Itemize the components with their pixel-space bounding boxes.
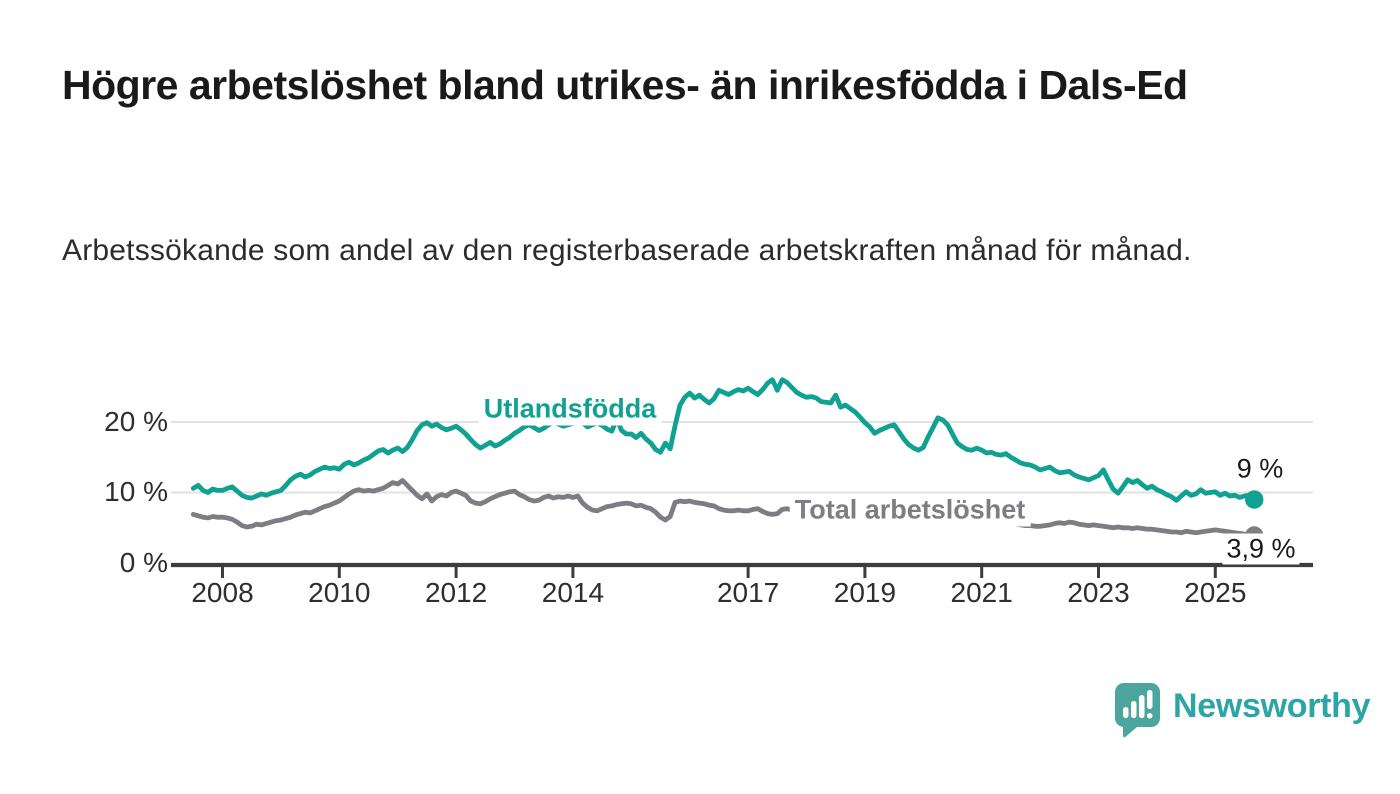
series-line-total bbox=[190, 478, 1257, 538]
newsworthy-logo: Newsworthy bbox=[1113, 682, 1371, 738]
series-label-utlandsfodda: Utlandsfödda bbox=[478, 392, 662, 426]
y-axis-tick-label-20: 20 % bbox=[104, 406, 168, 437]
x-axis-tick-label-2025: 2025 bbox=[1184, 577, 1247, 608]
bar-chart-speech-bubble-icon bbox=[1114, 683, 1160, 738]
x-axis-tick-label-2023: 2023 bbox=[1067, 577, 1130, 608]
x-axis-tick-label-2019: 2019 bbox=[833, 577, 897, 608]
y-axis-tick-label-10: 10 % bbox=[104, 476, 168, 507]
end-value-label-utlandsfodda: 9 % bbox=[1236, 453, 1284, 484]
page-subtitle: Arbetssökande som andel av den registerb… bbox=[62, 234, 1192, 267]
y-axis-tick-label-0: 0 % bbox=[119, 547, 168, 578]
page-title: Högre arbetslöshet bland utrikes- än inr… bbox=[62, 62, 1188, 108]
x-axis-tick-label-2014: 2014 bbox=[541, 577, 605, 608]
x-axis-tick-label-2021: 2021 bbox=[950, 577, 1013, 608]
x-axis-tick-label-2010: 2010 bbox=[308, 577, 371, 608]
x-axis-tick-label-2017: 2017 bbox=[716, 577, 780, 608]
end-value-label-total: 3,9 % bbox=[1222, 533, 1300, 565]
series-line-utlandsfodda bbox=[190, 377, 1257, 503]
newsworthy-wordmark: Newsworthy bbox=[1173, 686, 1371, 725]
x-axis-tick-label-2008: 2008 bbox=[191, 577, 254, 608]
end-dot-utlandsfodda bbox=[1245, 490, 1264, 509]
x-axis-tick-label-2012: 2012 bbox=[424, 577, 488, 608]
series-label-total-arbetsloshet: Total arbetslöshet bbox=[789, 493, 1031, 527]
